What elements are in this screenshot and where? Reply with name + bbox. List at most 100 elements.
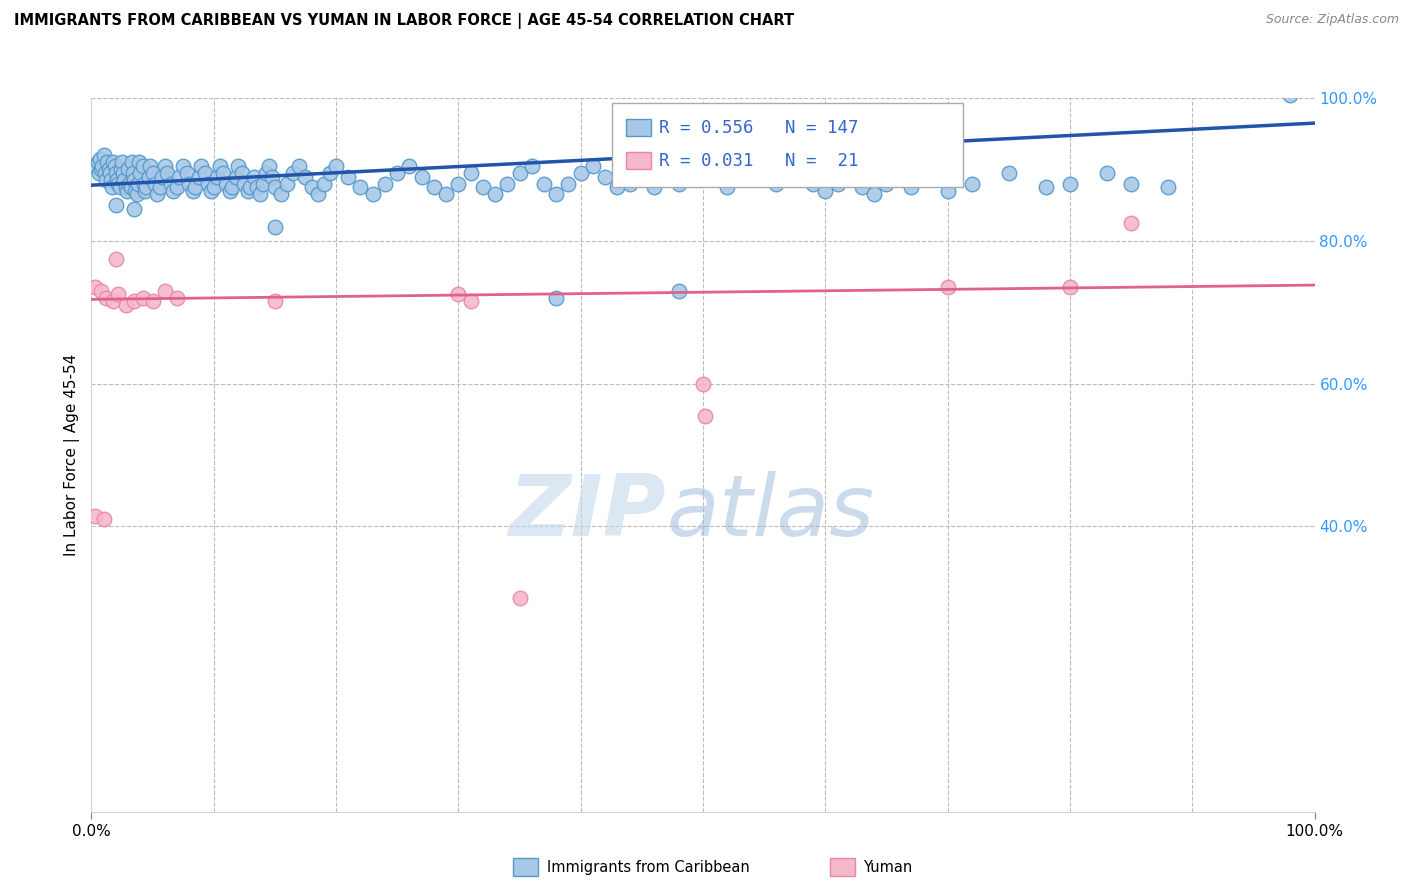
Point [107,177,129,191]
Point [398,159,420,173]
Point [160,177,183,191]
Point [146,187,169,202]
Point [838,166,860,180]
Point [262,169,284,184]
Point [264,219,287,234]
Point [110,162,132,177]
Point [94,173,117,187]
Point [104,252,127,266]
Point [202,180,225,194]
Point [546,291,568,305]
Point [135,180,157,194]
Point [1035,180,1057,194]
Point [153,159,176,173]
Point [447,177,470,191]
Point [875,177,898,191]
Point [741,137,763,152]
Point [294,169,316,184]
Point [169,169,191,184]
Point [264,180,287,194]
Point [257,159,280,173]
Point [790,159,813,173]
Point [139,159,162,173]
Point [509,166,531,180]
Point [141,166,163,180]
Point [668,284,690,298]
Point [349,180,371,194]
Point [138,169,160,184]
Point [94,166,117,180]
Y-axis label: In Labor Force | Age 45-54: In Labor Force | Age 45-54 [65,354,80,556]
Point [582,159,605,173]
Point [124,184,146,198]
Point [108,180,131,194]
Point [460,294,482,309]
Point [150,169,173,184]
Point [252,177,274,191]
Point [312,177,335,191]
Point [132,291,155,305]
Point [520,159,543,173]
Point [936,184,959,198]
Point [194,166,217,180]
Point [655,162,678,177]
Point [215,177,238,191]
Point [936,280,959,294]
Point [134,184,156,198]
Point [111,155,134,169]
Point [221,180,243,194]
Point [105,173,128,187]
Point [89,152,111,166]
Point [114,298,136,312]
Point [181,184,204,198]
Point [117,162,139,177]
Point [557,177,579,191]
Point [94,291,117,305]
Point [233,177,256,191]
Point [118,177,141,191]
Point [801,177,824,191]
Point [998,166,1021,180]
Point [225,169,247,184]
Point [863,187,886,202]
Point [127,177,149,191]
Point [114,180,136,194]
Point [239,180,262,194]
Point [1059,280,1081,294]
Point [90,162,112,177]
Point [122,202,145,216]
Point [765,177,787,191]
Point [692,376,714,391]
Point [84,159,107,173]
Point [319,166,342,180]
Point [100,173,122,187]
Point [104,166,127,180]
Point [851,180,873,194]
Point [107,287,129,301]
Point [619,177,641,191]
Point [93,148,115,162]
Point [692,159,714,173]
Point [101,180,124,194]
Point [593,169,616,184]
Point [337,169,360,184]
Point [827,177,849,191]
Point [887,166,910,180]
Point [546,187,568,202]
Point [129,166,152,180]
Point [120,180,142,194]
Point [728,155,751,169]
Point [87,166,110,180]
Point [121,155,143,169]
Point [149,180,172,194]
Point [288,159,311,173]
Point [132,177,155,191]
Text: IMMIGRANTS FROM CARIBBEAN VS YUMAN IN LABOR FORCE | AGE 45-54 CORRELATION CHART: IMMIGRANTS FROM CARIBBEAN VS YUMAN IN LA… [14,13,794,29]
Point [778,166,800,180]
Point [190,159,212,173]
Point [679,166,702,180]
Point [184,180,207,194]
Point [385,166,409,180]
Point [132,159,155,173]
Point [103,294,125,309]
